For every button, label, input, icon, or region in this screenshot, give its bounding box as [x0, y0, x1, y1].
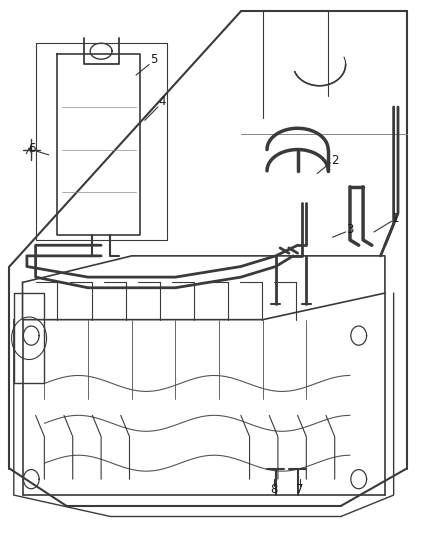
Text: 7: 7: [296, 483, 304, 496]
Text: 8: 8: [270, 483, 277, 496]
Text: 5: 5: [150, 53, 157, 66]
Text: 6: 6: [28, 142, 36, 155]
Text: 4: 4: [159, 95, 166, 108]
Text: 2: 2: [331, 154, 339, 167]
Text: 1: 1: [392, 212, 399, 225]
Text: 3: 3: [346, 223, 353, 236]
